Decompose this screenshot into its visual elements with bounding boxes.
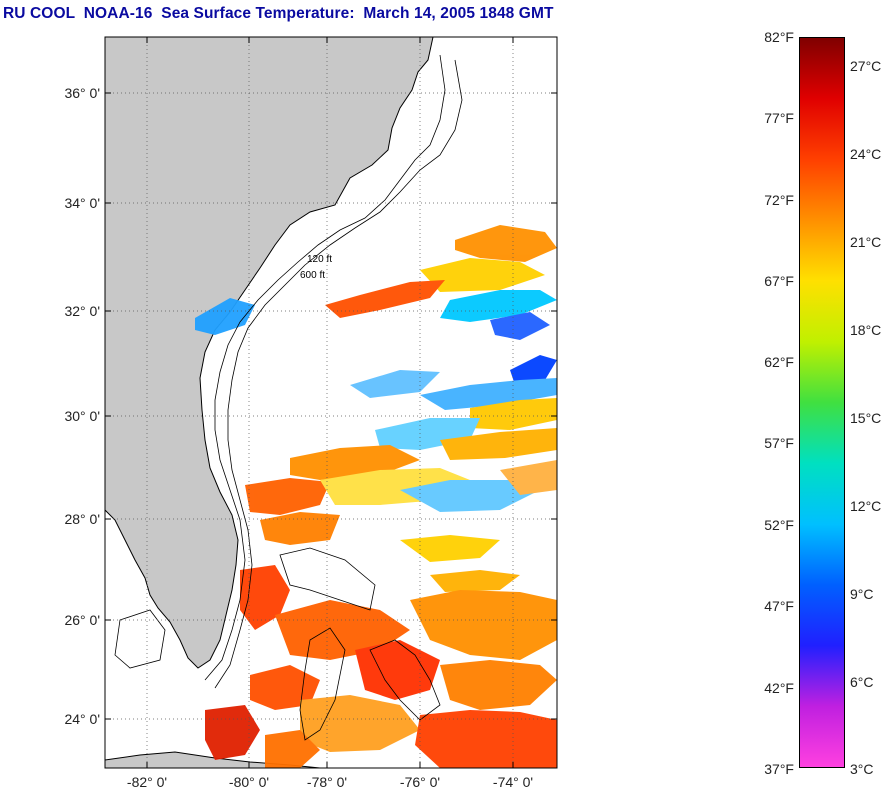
c-label-12: 12°C xyxy=(850,498,882,514)
lon-label-74: -74° 0' xyxy=(492,774,534,790)
c-label-15: 15°C xyxy=(850,410,882,426)
c-label-27: 27°C xyxy=(850,58,882,74)
bahamas-isobaths xyxy=(114,547,441,741)
c-label-21: 21°C xyxy=(850,234,882,250)
temperature-colorbar xyxy=(799,37,845,768)
c-label-24: 24°C xyxy=(850,146,882,162)
lon-label-78: -78° 0' xyxy=(306,774,348,790)
c-label-3: 3°C xyxy=(850,761,874,777)
f-label-42: 42°F xyxy=(764,680,794,696)
lat-label-26: 26° 0' xyxy=(64,612,100,628)
isobath-label-600ft: 600 ft xyxy=(300,270,325,281)
map-border xyxy=(104,36,558,769)
f-label-77: 77°F xyxy=(764,110,794,126)
lat-label-30: 30° 0' xyxy=(64,408,100,424)
lon-label-76: -76° 0' xyxy=(399,774,441,790)
lat-label-34: 34° 0' xyxy=(64,195,100,211)
f-label-52: 52°F xyxy=(764,517,794,533)
f-label-47: 47°F xyxy=(764,598,794,614)
lat-label-36: 36° 0' xyxy=(64,85,100,101)
f-label-57: 57°F xyxy=(764,435,794,451)
lat-label-24: 24° 0' xyxy=(64,711,100,727)
c-label-18: 18°C xyxy=(850,322,882,338)
f-label-67: 67°F xyxy=(764,273,794,289)
f-label-82: 82°F xyxy=(764,29,794,45)
f-label-72: 72°F xyxy=(764,192,794,208)
c-label-6: 6°C xyxy=(850,674,874,690)
lon-label-82: -82° 0' xyxy=(126,774,168,790)
lon-label-80: -80° 0' xyxy=(228,774,270,790)
f-label-37: 37°F xyxy=(764,761,794,777)
graticule xyxy=(105,37,557,768)
sst-data xyxy=(195,225,557,768)
f-label-62: 62°F xyxy=(764,354,794,370)
map-title: RU COOL NOAA-16 Sea Surface Temperature:… xyxy=(3,5,554,22)
tick-marks xyxy=(105,37,557,768)
lat-label-28: 28° 0' xyxy=(64,511,100,527)
lat-label-32: 32° 0' xyxy=(64,303,100,319)
c-label-9: 9°C xyxy=(850,586,874,602)
land-mass xyxy=(105,37,434,669)
isobath-label-120ft: 120 ft xyxy=(307,254,332,265)
